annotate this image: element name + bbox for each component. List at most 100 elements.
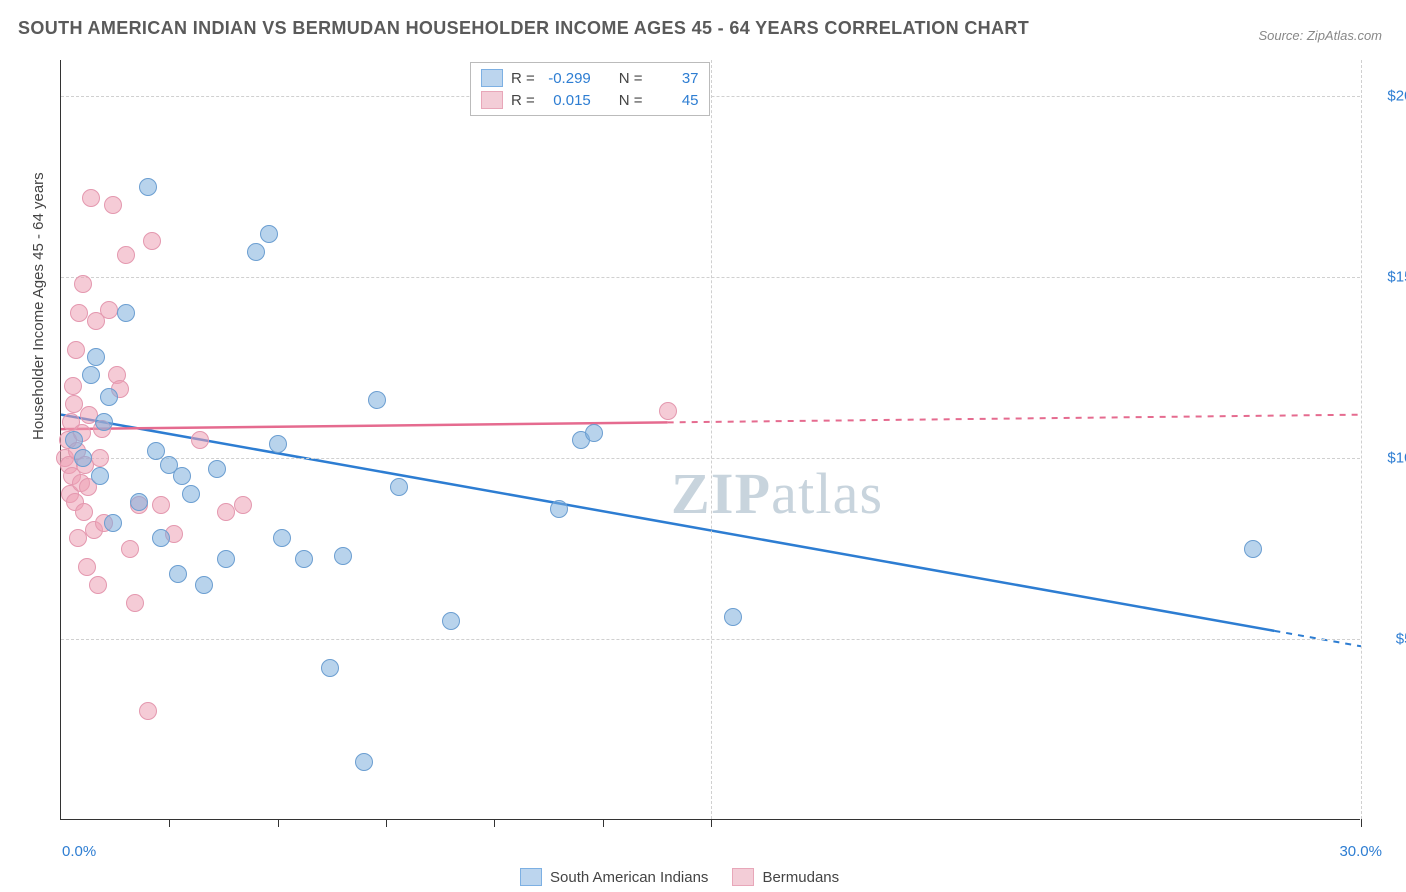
scatter-point bbox=[74, 275, 92, 293]
plot-area: ZIPatlas $50,000$100,000$150,000$200,000 bbox=[60, 60, 1360, 820]
scatter-point bbox=[442, 612, 460, 630]
x-tick bbox=[603, 819, 604, 827]
scatter-point bbox=[117, 246, 135, 264]
scatter-point bbox=[169, 565, 187, 583]
scatter-point bbox=[295, 550, 313, 568]
scatter-point bbox=[550, 500, 568, 518]
scatter-point bbox=[82, 366, 100, 384]
r-label: R = bbox=[511, 70, 535, 87]
scatter-point bbox=[78, 558, 96, 576]
y-tick-label: $50,000 bbox=[1370, 631, 1406, 648]
y-axis-title: Householder Income Ages 45 - 64 years bbox=[30, 172, 47, 440]
scatter-point bbox=[100, 301, 118, 319]
scatter-point bbox=[64, 377, 82, 395]
scatter-point bbox=[152, 496, 170, 514]
scatter-point bbox=[368, 391, 386, 409]
scatter-point bbox=[91, 449, 109, 467]
scatter-point bbox=[390, 478, 408, 496]
scatter-point bbox=[139, 702, 157, 720]
stats-legend: R = -0.299 N = 37 R = 0.015 N = 45 bbox=[470, 62, 710, 116]
scatter-point bbox=[217, 550, 235, 568]
trend-line-dashed bbox=[668, 415, 1361, 423]
x-tick bbox=[494, 819, 495, 827]
scatter-point bbox=[95, 413, 113, 431]
scatter-point bbox=[117, 304, 135, 322]
scatter-point bbox=[152, 529, 170, 547]
scatter-point bbox=[195, 576, 213, 594]
scatter-point bbox=[65, 431, 83, 449]
legend-item-series-1: South American Indians bbox=[520, 868, 708, 886]
scatter-point bbox=[143, 232, 161, 250]
scatter-point bbox=[247, 243, 265, 261]
scatter-point bbox=[67, 341, 85, 359]
scatter-point bbox=[91, 467, 109, 485]
swatch-series-2 bbox=[481, 91, 503, 109]
x-tick bbox=[1361, 819, 1362, 827]
n-value-series-2: 45 bbox=[651, 92, 699, 109]
scatter-point bbox=[208, 460, 226, 478]
gridline-vertical bbox=[711, 60, 712, 819]
scatter-point bbox=[269, 435, 287, 453]
scatter-point bbox=[104, 514, 122, 532]
scatter-point bbox=[130, 493, 148, 511]
scatter-point bbox=[585, 424, 603, 442]
scatter-point bbox=[217, 503, 235, 521]
scatter-point bbox=[74, 449, 92, 467]
scatter-point bbox=[182, 485, 200, 503]
x-tick bbox=[278, 819, 279, 827]
scatter-point bbox=[273, 529, 291, 547]
watermark-light: atlas bbox=[771, 461, 883, 526]
scatter-point bbox=[173, 467, 191, 485]
watermark: ZIPatlas bbox=[671, 460, 883, 527]
scatter-point bbox=[260, 225, 278, 243]
swatch-series-1 bbox=[520, 868, 542, 886]
scatter-point bbox=[234, 496, 252, 514]
watermark-bold: ZIP bbox=[671, 461, 771, 526]
scatter-point bbox=[87, 348, 105, 366]
swatch-series-1 bbox=[481, 69, 503, 87]
chart-container: SOUTH AMERICAN INDIAN VS BERMUDAN HOUSEH… bbox=[0, 0, 1406, 892]
scatter-point bbox=[139, 178, 157, 196]
scatter-point bbox=[82, 189, 100, 207]
y-tick-label: $150,000 bbox=[1370, 269, 1406, 286]
x-tick bbox=[711, 819, 712, 827]
scatter-point bbox=[75, 503, 93, 521]
r-label: R = bbox=[511, 92, 535, 109]
scatter-point bbox=[1244, 540, 1262, 558]
n-value-series-1: 37 bbox=[651, 70, 699, 87]
legend-item-series-2: Bermudans bbox=[732, 868, 839, 886]
trend-line-solid bbox=[61, 422, 668, 429]
x-axis-max-label: 30.0% bbox=[1339, 843, 1382, 860]
trend-line-solid bbox=[61, 415, 1274, 631]
n-label: N = bbox=[619, 70, 643, 87]
scatter-point bbox=[321, 659, 339, 677]
scatter-point bbox=[121, 540, 139, 558]
stats-row-series-1: R = -0.299 N = 37 bbox=[481, 67, 699, 89]
x-axis-min-label: 0.0% bbox=[62, 843, 96, 860]
x-tick bbox=[169, 819, 170, 827]
x-tick bbox=[386, 819, 387, 827]
legend-label-series-1: South American Indians bbox=[550, 869, 708, 886]
bottom-legend: South American Indians Bermudans bbox=[520, 868, 839, 886]
scatter-point bbox=[104, 196, 122, 214]
swatch-series-2 bbox=[732, 868, 754, 886]
scatter-point bbox=[334, 547, 352, 565]
scatter-point bbox=[147, 442, 165, 460]
scatter-point bbox=[70, 304, 88, 322]
scatter-point bbox=[126, 594, 144, 612]
stats-row-series-2: R = 0.015 N = 45 bbox=[481, 89, 699, 111]
scatter-point bbox=[355, 753, 373, 771]
r-value-series-1: -0.299 bbox=[543, 70, 591, 87]
r-value-series-2: 0.015 bbox=[543, 92, 591, 109]
gridline-vertical bbox=[1361, 60, 1362, 819]
y-tick-label: $200,000 bbox=[1370, 88, 1406, 105]
source-attribution: Source: ZipAtlas.com bbox=[1258, 28, 1382, 43]
scatter-point bbox=[89, 576, 107, 594]
scatter-point bbox=[659, 402, 677, 420]
chart-title: SOUTH AMERICAN INDIAN VS BERMUDAN HOUSEH… bbox=[18, 18, 1029, 39]
scatter-point bbox=[724, 608, 742, 626]
y-tick-label: $100,000 bbox=[1370, 450, 1406, 467]
legend-label-series-2: Bermudans bbox=[762, 869, 839, 886]
n-label: N = bbox=[619, 92, 643, 109]
scatter-point bbox=[191, 431, 209, 449]
